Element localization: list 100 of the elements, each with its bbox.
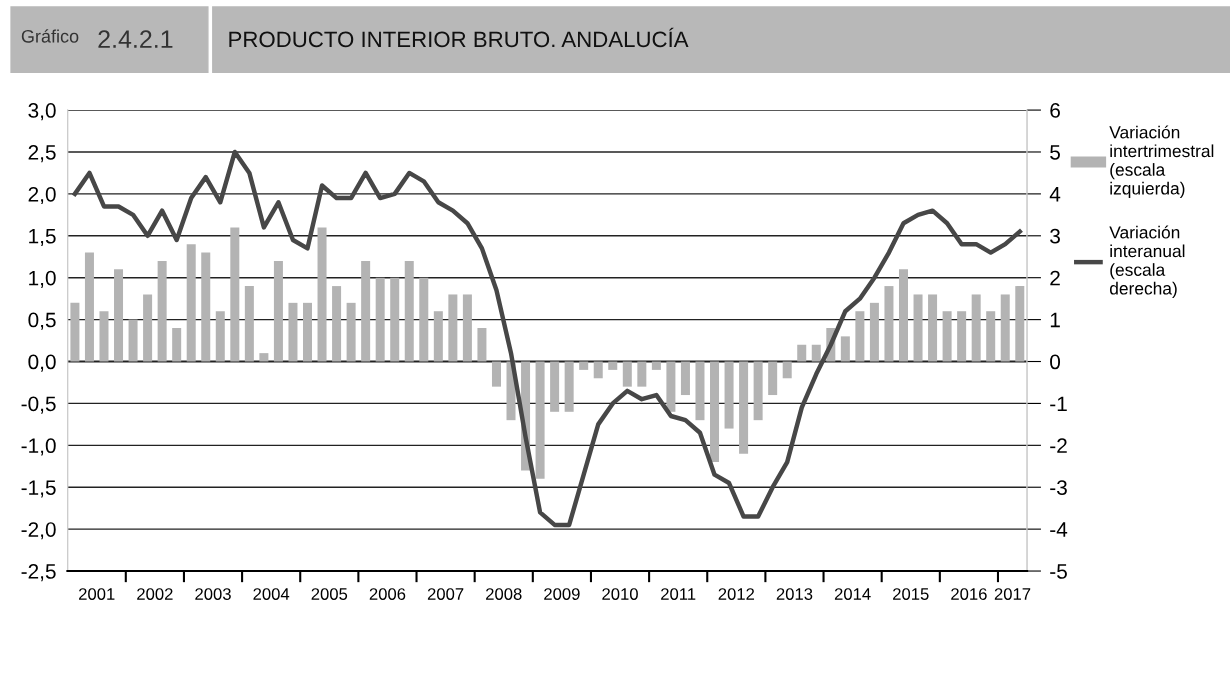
- bar: [302, 302, 313, 362]
- y2-tick-label: -1: [1050, 396, 1067, 411]
- bar: [724, 361, 734, 429]
- y2-tick-label: -3: [1050, 480, 1067, 495]
- bar: [288, 302, 298, 362]
- y-tick-label: 2,5: [28, 144, 56, 163]
- bar: [128, 319, 138, 362]
- bar: [361, 260, 371, 362]
- bar: [942, 311, 952, 362]
- x-tick-label: 2013: [776, 588, 813, 600]
- bar: [695, 361, 705, 421]
- bar: [1015, 286, 1025, 362]
- y2-tick-label: 0: [1050, 354, 1061, 370]
- bar: [230, 227, 240, 362]
- bar: [143, 294, 153, 362]
- x-tick-label: 2004: [253, 588, 290, 600]
- y-tick-label: -2,0: [21, 522, 56, 540]
- bar: [186, 244, 196, 362]
- y2-tick-label: 3: [1050, 228, 1060, 244]
- y-tick-label: 1,0: [29, 270, 56, 288]
- x-tick-label: 2011: [661, 588, 696, 600]
- y2-tick-label: 1: [1050, 312, 1060, 328]
- y-tick-label: 3,0: [28, 103, 56, 121]
- y2-tick-label: 2: [1050, 270, 1060, 286]
- chart-title: PRODUCTO INTERIOR BRUTO. ANDALUCÍA: [229, 27, 689, 48]
- bar: [419, 277, 429, 362]
- bar: [346, 302, 356, 362]
- bar: [433, 311, 443, 362]
- bar: [666, 361, 676, 412]
- y2-tick-label: 4: [1049, 187, 1061, 202]
- x-tick-label: 2015: [893, 588, 929, 600]
- bar: [855, 311, 865, 362]
- bar: [957, 311, 967, 362]
- bar: [986, 311, 996, 362]
- bar: [477, 327, 487, 362]
- bar: [244, 286, 254, 362]
- y-tick-label: 0,0: [28, 354, 56, 372]
- text: Gráfico: [21, 29, 79, 43]
- bar: [448, 294, 458, 362]
- bar: [797, 344, 807, 362]
- x-tick-label: 2006: [369, 588, 406, 600]
- y-tick-label: -1,5: [21, 480, 56, 498]
- bar: [637, 361, 647, 387]
- bar: [898, 269, 908, 362]
- bar: [622, 361, 632, 387]
- x-tick-label: 2003: [195, 588, 231, 600]
- bar: [971, 294, 981, 362]
- bar: [593, 361, 603, 379]
- y-tick-label: 0,5: [28, 312, 56, 330]
- bar: [884, 286, 894, 362]
- legend-label: Variación intertrimestral (escala izquierda): [1109, 125, 1214, 198]
- x-tick-label: 2012: [718, 588, 755, 600]
- bar: [928, 294, 938, 362]
- bar: [782, 361, 792, 379]
- y2-tick-label: -5: [1050, 564, 1067, 579]
- y-tick-label: 2,0: [28, 186, 56, 205]
- y-tick-label: 1,5: [29, 229, 56, 247]
- bar: [913, 294, 923, 362]
- bar: [753, 361, 763, 421]
- bar: [680, 361, 690, 396]
- bar: [84, 252, 94, 362]
- x-tick-label: 2007: [427, 588, 464, 600]
- bar: [317, 227, 327, 362]
- bar: [273, 260, 283, 362]
- bar: [259, 353, 269, 362]
- bar: [375, 277, 385, 362]
- bar: [215, 311, 225, 362]
- bar: [70, 302, 80, 362]
- x-tick-label: 2014: [834, 588, 871, 600]
- x-tick-label: 2017: [994, 588, 1031, 600]
- y2-tick-label: -2: [1050, 438, 1067, 453]
- bar: [462, 294, 472, 362]
- bar: [869, 302, 879, 362]
- bar: [390, 277, 400, 362]
- y2-tick-label: -4: [1050, 522, 1068, 537]
- bar: [201, 252, 211, 362]
- y-tick-label: -0,5: [21, 396, 56, 414]
- bar: [114, 269, 124, 362]
- y-tick-label: -2,5: [21, 564, 56, 582]
- bar: [535, 361, 545, 479]
- x-tick-label: 2001: [79, 588, 115, 600]
- bar: [491, 361, 501, 387]
- bar: [332, 286, 342, 362]
- x-tick-label: 2005: [311, 588, 348, 600]
- bar: [404, 260, 414, 362]
- line-series: [72, 149, 1022, 528]
- bar: [739, 361, 749, 454]
- y-tick-label: -1,0: [21, 438, 56, 456]
- bar: [710, 361, 720, 463]
- bar: [1000, 294, 1010, 362]
- bar: [768, 361, 778, 396]
- bar: [840, 336, 850, 362]
- bar: [99, 311, 109, 362]
- y2-tick-label: 5: [1050, 145, 1060, 160]
- bar: [579, 361, 589, 370]
- y2-tick-label: 6: [1050, 103, 1060, 118]
- bar: [550, 361, 560, 412]
- bar: [157, 260, 167, 362]
- bar: [608, 361, 618, 370]
- x-tick-label: 2008: [486, 588, 522, 600]
